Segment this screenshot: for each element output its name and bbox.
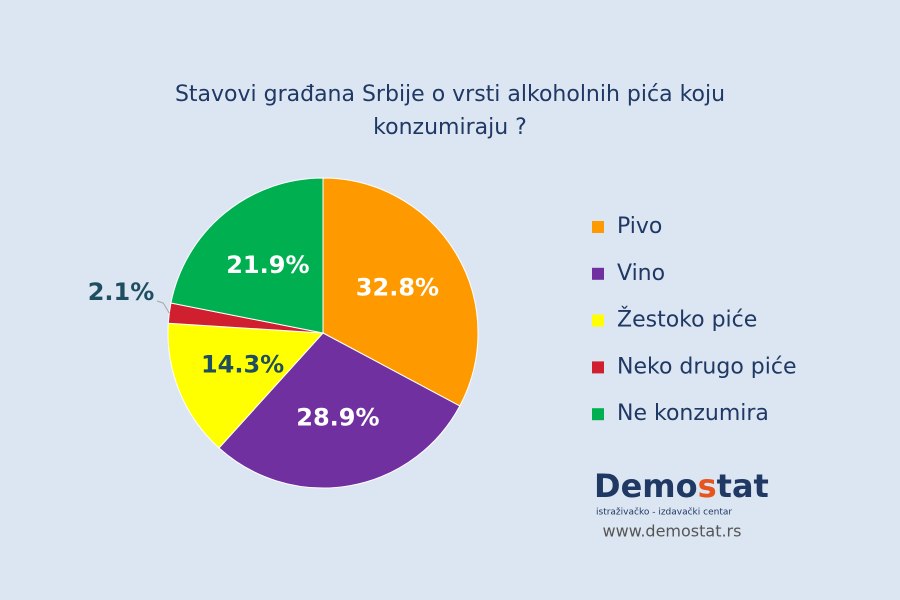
chart-title: Stavovi građana Srbije o vrsti alkoholni… (174, 82, 726, 140)
data-label: 28.9% (296, 404, 379, 432)
pie-slice (322, 177, 479, 407)
pie-slice (167, 322, 325, 449)
data-label: 14.3% (201, 351, 284, 379)
logo-tagline: istraživačko - izdavački centar (596, 507, 732, 518)
logo-part: s (698, 467, 717, 505)
data-label: 32.8% (356, 273, 439, 301)
logo-part: Demo (594, 467, 698, 505)
data-label: 21.9% (226, 251, 309, 279)
logo: Demostat (594, 467, 769, 505)
legend-swatch (592, 314, 604, 327)
legend-label: Vino (617, 261, 665, 286)
legend-label: Neko drugo piće (617, 354, 796, 379)
pie-slice (218, 332, 461, 489)
legend-swatch (592, 361, 604, 374)
leader-line (156, 300, 170, 314)
legend-swatch (592, 221, 604, 233)
pie-slice (170, 177, 324, 334)
logo-part: tat (717, 467, 769, 505)
legend-label: Pivo (617, 214, 662, 239)
legend-label: Ne konzumira (617, 401, 769, 426)
legend-swatch (592, 267, 604, 280)
data-label: 2.1% (88, 278, 155, 306)
legend-swatch (592, 408, 604, 421)
legend-label: Žestoko piće (617, 307, 757, 333)
website-url: www.demostat.rs (603, 522, 742, 541)
